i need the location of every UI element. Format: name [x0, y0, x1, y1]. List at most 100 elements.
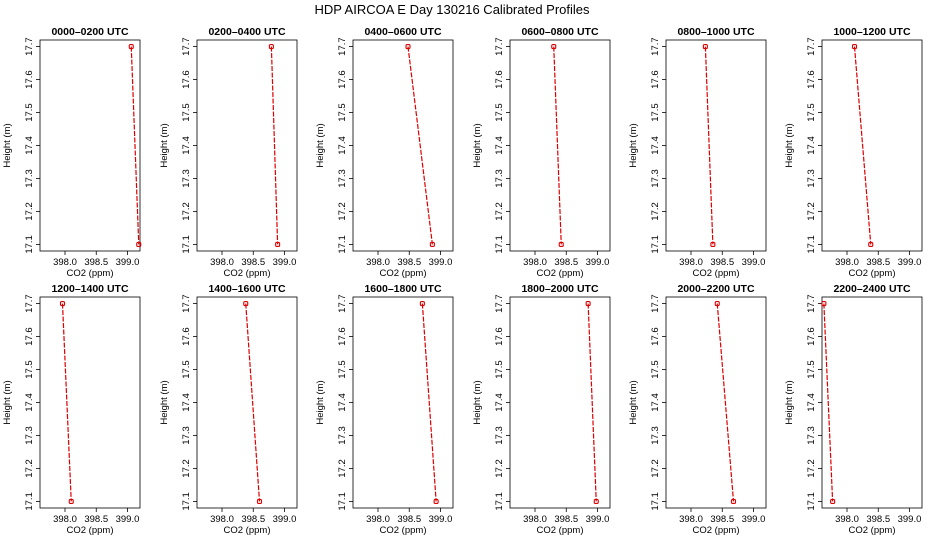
x-tick-label: 398.5 — [84, 257, 108, 268]
y-tick-label: 17.1 — [806, 492, 817, 511]
y-tick-label: 17.3 — [337, 426, 348, 445]
y-tick-label: 17.6 — [650, 327, 661, 346]
y-tick-label: 17.2 — [806, 202, 817, 221]
x-tick-label: 398.5 — [397, 257, 421, 268]
x-tick-label: 398.5 — [241, 257, 265, 268]
profile-line — [553, 46, 562, 245]
data-point — [558, 241, 564, 247]
plot-frame — [39, 296, 141, 509]
data-point — [551, 44, 557, 50]
y-tick-label: 17.5 — [494, 103, 505, 122]
y-tick-label: 17.2 — [806, 459, 817, 478]
x-tick-label: 398.0 — [210, 514, 234, 525]
x-tick-label: 398.0 — [679, 257, 703, 268]
x-axis-label: CO2 (ppm) — [537, 268, 584, 279]
x-tick-label: 399.0 — [116, 257, 140, 268]
x-tick-label: 398.0 — [835, 514, 859, 525]
y-axis-label: Height (m) — [159, 380, 170, 424]
y-tick-label: 17.4 — [181, 393, 192, 412]
panel-title: 1600–1800 UTC — [364, 283, 441, 295]
x-tick-label: 398.0 — [366, 514, 390, 525]
y-tick-label: 17.4 — [337, 393, 348, 412]
profile-line — [270, 46, 279, 245]
x-axis-label: CO2 (ppm) — [67, 525, 114, 536]
y-tick-label: 17.6 — [337, 327, 348, 346]
x-tick-label: 398.5 — [554, 514, 578, 525]
y-tick-label: 17.7 — [337, 37, 348, 56]
y-tick-label: 17.7 — [337, 294, 348, 313]
data-point — [136, 241, 142, 247]
y-tick-label: 17.2 — [494, 459, 505, 478]
y-tick-label: 17.3 — [337, 169, 348, 188]
panel-title: 1800–2000 UTC — [521, 283, 598, 295]
y-tick-label: 17.6 — [806, 70, 817, 89]
y-tick-label: 17.5 — [337, 103, 348, 122]
x-tick-label: 398.0 — [53, 257, 77, 268]
profile-line — [407, 46, 433, 245]
panel-title: 1000–1200 UTC — [833, 26, 910, 38]
panel-title: 0400–0600 UTC — [364, 26, 441, 38]
y-tick-label: 17.4 — [806, 393, 817, 412]
y-tick-label: 17.3 — [24, 169, 35, 188]
y-tick-label: 17.1 — [181, 492, 192, 511]
data-point — [256, 498, 263, 504]
y-tick-label: 17.4 — [24, 393, 35, 412]
x-tick-label: 399.0 — [116, 514, 140, 525]
x-tick-label: 399.0 — [742, 257, 766, 268]
x-tick-label: 399.0 — [586, 257, 610, 268]
y-tick-label: 17.5 — [650, 103, 661, 122]
data-point — [433, 498, 439, 504]
y-tick-label: 17.4 — [494, 393, 505, 412]
y-tick-label: 17.1 — [650, 492, 661, 511]
y-axis-label: Height (m) — [628, 380, 639, 424]
x-tick-label: 398.5 — [866, 514, 890, 525]
data-point — [702, 44, 708, 50]
x-tick-label: 399.0 — [898, 257, 922, 268]
y-tick-label: 17.2 — [24, 202, 35, 221]
x-tick-label: 398.0 — [366, 257, 390, 268]
y-tick-label: 17.6 — [24, 327, 35, 346]
x-axis-label: CO2 (ppm) — [693, 525, 740, 536]
y-tick-label: 17.6 — [337, 70, 348, 89]
profile-line — [587, 303, 597, 502]
y-tick-label: 17.2 — [650, 459, 661, 478]
plot-frame — [196, 296, 298, 509]
y-tick-label: 17.4 — [806, 136, 817, 155]
x-tick-label: 398.0 — [679, 514, 703, 525]
x-tick-label: 398.0 — [53, 514, 77, 525]
y-axis-label: Height (m) — [472, 380, 483, 424]
x-tick-label: 398.5 — [866, 257, 890, 268]
y-tick-label: 17.5 — [24, 360, 35, 379]
y-axis-label: Height (m) — [2, 380, 13, 424]
figure-title: HDP AIRCOA E Day 130216 Calibrated Profi… — [314, 2, 590, 17]
x-tick-label: 399.0 — [742, 514, 766, 525]
data-point — [821, 301, 827, 307]
panel-title: 2000–2200 UTC — [677, 283, 754, 295]
x-tick-label: 399.0 — [429, 514, 453, 525]
y-tick-label: 17.3 — [494, 169, 505, 188]
y-tick-label: 17.1 — [337, 492, 348, 511]
profile-line — [245, 303, 261, 502]
x-axis-label: CO2 (ppm) — [224, 268, 271, 279]
y-tick-label: 17.5 — [650, 360, 661, 379]
y-tick-label: 17.5 — [24, 103, 35, 122]
y-tick-label: 17.1 — [650, 235, 661, 254]
y-tick-label: 17.4 — [650, 136, 661, 155]
panel-title: 0600–0800 UTC — [521, 26, 598, 38]
plot-frame — [665, 296, 767, 509]
data-point — [585, 301, 591, 307]
y-tick-label: 17.5 — [337, 360, 348, 379]
y-axis-label: Height (m) — [2, 123, 13, 167]
x-tick-label: 399.0 — [898, 514, 922, 525]
y-axis-label: Height (m) — [784, 123, 795, 167]
data-point — [830, 498, 836, 504]
data-point — [68, 498, 74, 504]
y-tick-label: 17.3 — [181, 169, 192, 188]
y-tick-label: 17.2 — [650, 202, 661, 221]
panel-title: 0200–0400 UTC — [208, 26, 285, 38]
